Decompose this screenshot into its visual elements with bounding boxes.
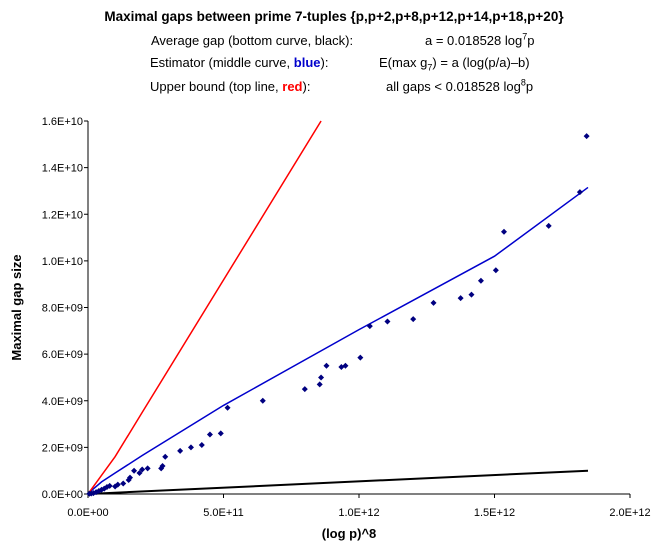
y-tick-label: 1.0E+10 — [42, 256, 83, 268]
legend-average-formula: a = 0.018528 log7p — [425, 31, 535, 48]
y-axis-label: Maximal gap size — [9, 254, 24, 360]
data-point — [114, 481, 121, 488]
data-point — [127, 474, 134, 481]
data-point — [131, 467, 138, 474]
data-point — [410, 316, 417, 323]
y-tick-label: 8.0E+09 — [42, 303, 83, 315]
x-tick-label: 5.0E+11 — [203, 507, 243, 519]
data-point — [206, 431, 213, 438]
legend-upper-label: Upper bound (top line, red): — [150, 79, 311, 94]
data-point — [430, 299, 437, 306]
y-tick-label: 4.0E+09 — [42, 396, 83, 408]
data-point — [342, 362, 349, 369]
data-point — [217, 430, 224, 437]
data-point — [198, 442, 205, 449]
chart-title: Maximal gaps between prime 7-tuples {p,p… — [104, 9, 564, 24]
y-tick-label: 1.2E+10 — [42, 209, 83, 221]
data-point — [144, 465, 151, 472]
x-axis-label: (log p)^8 — [322, 526, 377, 541]
y-tick-label: 0.0E+00 — [42, 489, 83, 501]
data-point — [545, 222, 552, 229]
chart-lines — [87, 120, 589, 495]
data-point — [576, 189, 583, 196]
data-point — [357, 354, 364, 361]
y-tick-label: 1.4E+10 — [42, 163, 83, 175]
data-point — [457, 295, 464, 302]
data-point — [106, 482, 113, 489]
chart-labels: 0.0E+00 2.0E+09 4.0E+09 6.0E+09 8.0E+09 1.0E+… — [9, 116, 651, 541]
data-point — [224, 404, 231, 411]
data-point — [162, 453, 169, 460]
data-point — [301, 386, 308, 393]
data-point — [583, 133, 590, 140]
x-tick-label: 0.0E+00 — [67, 507, 108, 519]
average-gap-line — [87, 469, 589, 495]
data-point — [366, 323, 373, 330]
y-tick-label: 6.0E+09 — [42, 349, 83, 361]
data-point — [384, 318, 391, 325]
data-point — [120, 480, 127, 487]
estimator-curve — [87, 186, 589, 495]
data-point — [468, 291, 475, 298]
data-point — [500, 228, 507, 235]
legend-average-label: Average gap (bottom curve, black): — [151, 33, 354, 48]
x-tick-label: 1.5E+12 — [474, 507, 515, 519]
chart-points — [86, 133, 590, 497]
data-point — [316, 381, 323, 388]
x-tick-label: 1.0E+12 — [338, 507, 379, 519]
data-point — [318, 374, 325, 381]
data-point — [259, 397, 266, 404]
data-point — [139, 466, 146, 473]
data-point — [177, 447, 184, 454]
data-point — [136, 470, 143, 477]
legend-upper-formula: all gaps < 0.018528 log8p — [386, 77, 534, 94]
y-tick-label: 1.6E+10 — [42, 116, 83, 128]
data-point — [477, 277, 484, 284]
chart-axes — [84, 120, 631, 498]
data-point — [187, 444, 194, 451]
y-tick-label: 2.0E+09 — [42, 442, 83, 454]
data-point — [323, 362, 330, 369]
x-tick-label: 2.0E+12 — [609, 507, 650, 519]
data-point — [159, 463, 166, 470]
upper-bound-line — [87, 120, 322, 495]
legend-estimator-label: Estimator (middle curve, blue): — [150, 55, 329, 70]
data-point — [492, 267, 499, 274]
legend-estimator-formula: E(max g7) = a (log(p/a)–b) — [379, 55, 530, 73]
